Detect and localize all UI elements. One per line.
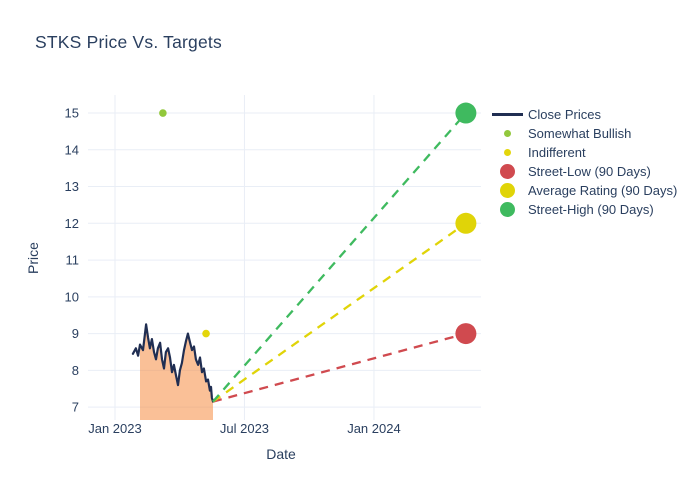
legend-dot-swatch-icon: [503, 130, 511, 137]
legend-dot-swatch-icon: [499, 183, 515, 198]
legend-dot-swatch-icon: [499, 202, 515, 217]
legend-line-swatch-icon: [491, 113, 523, 116]
y-tick-label: 8: [72, 363, 79, 378]
legend-item-average-rating-90-days[interactable]: Average Rating (90 Days): [487, 181, 677, 200]
legend-item-label: Street-Low (90 Days): [528, 164, 651, 179]
y-axis-title: Price: [25, 242, 41, 274]
legend: Close Prices Somewhat Bullish Indifferent S…: [487, 105, 677, 219]
y-tick-label: 10: [65, 289, 79, 304]
legend-marker-cell: [487, 130, 527, 137]
x-tick-label: Jul 2023: [220, 421, 269, 436]
legend-item-label: Somewhat Bullish: [528, 126, 632, 141]
legend-item-street-low-90-days[interactable]: Street-Low (90 Days): [487, 162, 677, 181]
chart-title: STKS Price Vs. Targets: [35, 32, 222, 52]
legend-item-label: Average Rating (90 Days): [528, 183, 678, 198]
legend-item-close-prices[interactable]: Close Prices: [487, 105, 677, 124]
legend-item-label: Close Prices: [528, 107, 601, 122]
legend-dot-swatch-icon: [499, 164, 515, 179]
y-tick-label: 14: [65, 142, 79, 157]
legend-item-street-high-90-days[interactable]: Street-High (90 Days): [487, 200, 677, 219]
legend-item-label: Indifferent: [528, 145, 586, 160]
x-tick-label: Jan 2023: [88, 421, 142, 436]
close-price-line: [131, 323, 215, 403]
legend-marker-cell: [487, 183, 527, 198]
legend-marker-cell: [487, 202, 527, 217]
legend-marker-cell: [487, 113, 527, 116]
street-high-90-days-marker: [455, 102, 477, 124]
y-tick-label: 15: [65, 106, 79, 121]
average-rating-90-days-marker: [455, 212, 477, 234]
legend-marker-cell: [487, 149, 527, 156]
x-tick-label: Jan 2024: [347, 421, 401, 436]
x-axis-title: Date: [266, 446, 296, 462]
average-rating-90-days-line: [212, 222, 467, 403]
y-tick-label: 12: [65, 216, 79, 231]
y-tick-label: 13: [65, 179, 79, 194]
legend-item-somewhat-bullish[interactable]: Somewhat Bullish: [487, 124, 677, 143]
somewhat-bullish-marker: [159, 109, 167, 117]
street-high-90-days-line: [212, 112, 467, 403]
street-low-90-days-marker: [455, 323, 477, 345]
y-tick-label: 11: [66, 253, 80, 268]
legend-item-label: Street-High (90 Days): [528, 202, 654, 217]
street-low-90-days-line: [212, 332, 467, 403]
legend-item-indifferent[interactable]: Indifferent: [487, 143, 677, 162]
legend-marker-cell: [487, 164, 527, 179]
y-tick-label: 7: [72, 400, 79, 415]
indifferent-marker: [202, 329, 210, 338]
legend-dot-swatch-icon: [503, 149, 511, 156]
y-tick-label: 9: [72, 326, 79, 341]
